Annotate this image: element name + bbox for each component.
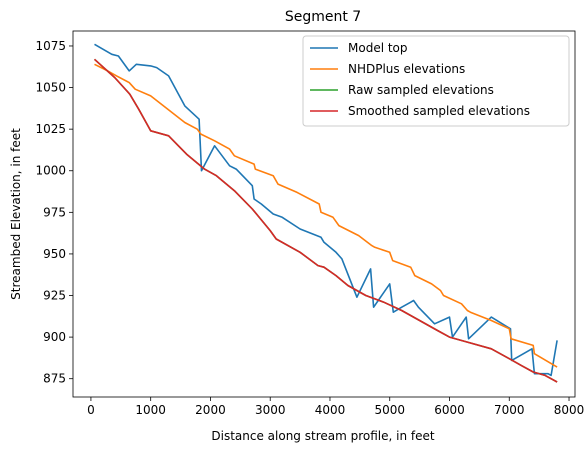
legend-label: NHDPlus elevations bbox=[348, 62, 465, 76]
y-tick-label: 925 bbox=[43, 289, 66, 303]
y-tick-label: 1050 bbox=[35, 81, 66, 95]
plot-frame bbox=[72, 30, 576, 398]
x-tick-label: 8000 bbox=[554, 403, 585, 417]
legend-label: Model top bbox=[348, 41, 408, 55]
legend-box bbox=[302, 35, 570, 127]
x-tick-label: 2000 bbox=[195, 403, 226, 417]
x-tick-label: 6000 bbox=[434, 403, 465, 417]
y-axis-label: Streambed Elevation, in feet bbox=[9, 128, 23, 300]
legend: Model top NHDPlus elevations Raw sampled e… bbox=[302, 35, 570, 127]
y-tick-label: 900 bbox=[43, 330, 66, 344]
y-tick-label: 1075 bbox=[35, 39, 66, 53]
series-line-1 bbox=[94, 43, 558, 377]
plot-area bbox=[72, 30, 576, 398]
y-tick-label: 950 bbox=[43, 247, 66, 261]
legend-label: Raw sampled elevations bbox=[348, 83, 494, 97]
y-tick-label: 1000 bbox=[35, 164, 66, 178]
y-tick-label: 975 bbox=[43, 205, 66, 219]
x-tick-label: 1000 bbox=[135, 403, 166, 417]
chart-title: Segment 7 bbox=[285, 9, 361, 25]
series-line-4 bbox=[93, 58, 558, 383]
x-tick-label: 0 bbox=[87, 403, 95, 417]
x-tick-label: 7000 bbox=[494, 403, 525, 417]
series-line-2 bbox=[94, 63, 558, 368]
x-axis: 0 1000 2000 3000 4000 5000 6000 7000 8000 bbox=[87, 397, 584, 417]
y-axis: 875 900 925 950 975 1000 1025 1050 1075 bbox=[35, 39, 73, 386]
x-tick-label: 4000 bbox=[315, 403, 346, 417]
legend-label: Smoothed sampled elevations bbox=[348, 104, 530, 118]
y-tick-label: 1025 bbox=[35, 122, 66, 136]
y-tick-label: 875 bbox=[43, 372, 66, 386]
series-layer bbox=[93, 43, 558, 383]
x-axis-label: Distance along stream profile, in feet bbox=[211, 429, 434, 443]
x-tick-label: 5000 bbox=[374, 403, 405, 417]
x-tick-label: 3000 bbox=[255, 403, 286, 417]
